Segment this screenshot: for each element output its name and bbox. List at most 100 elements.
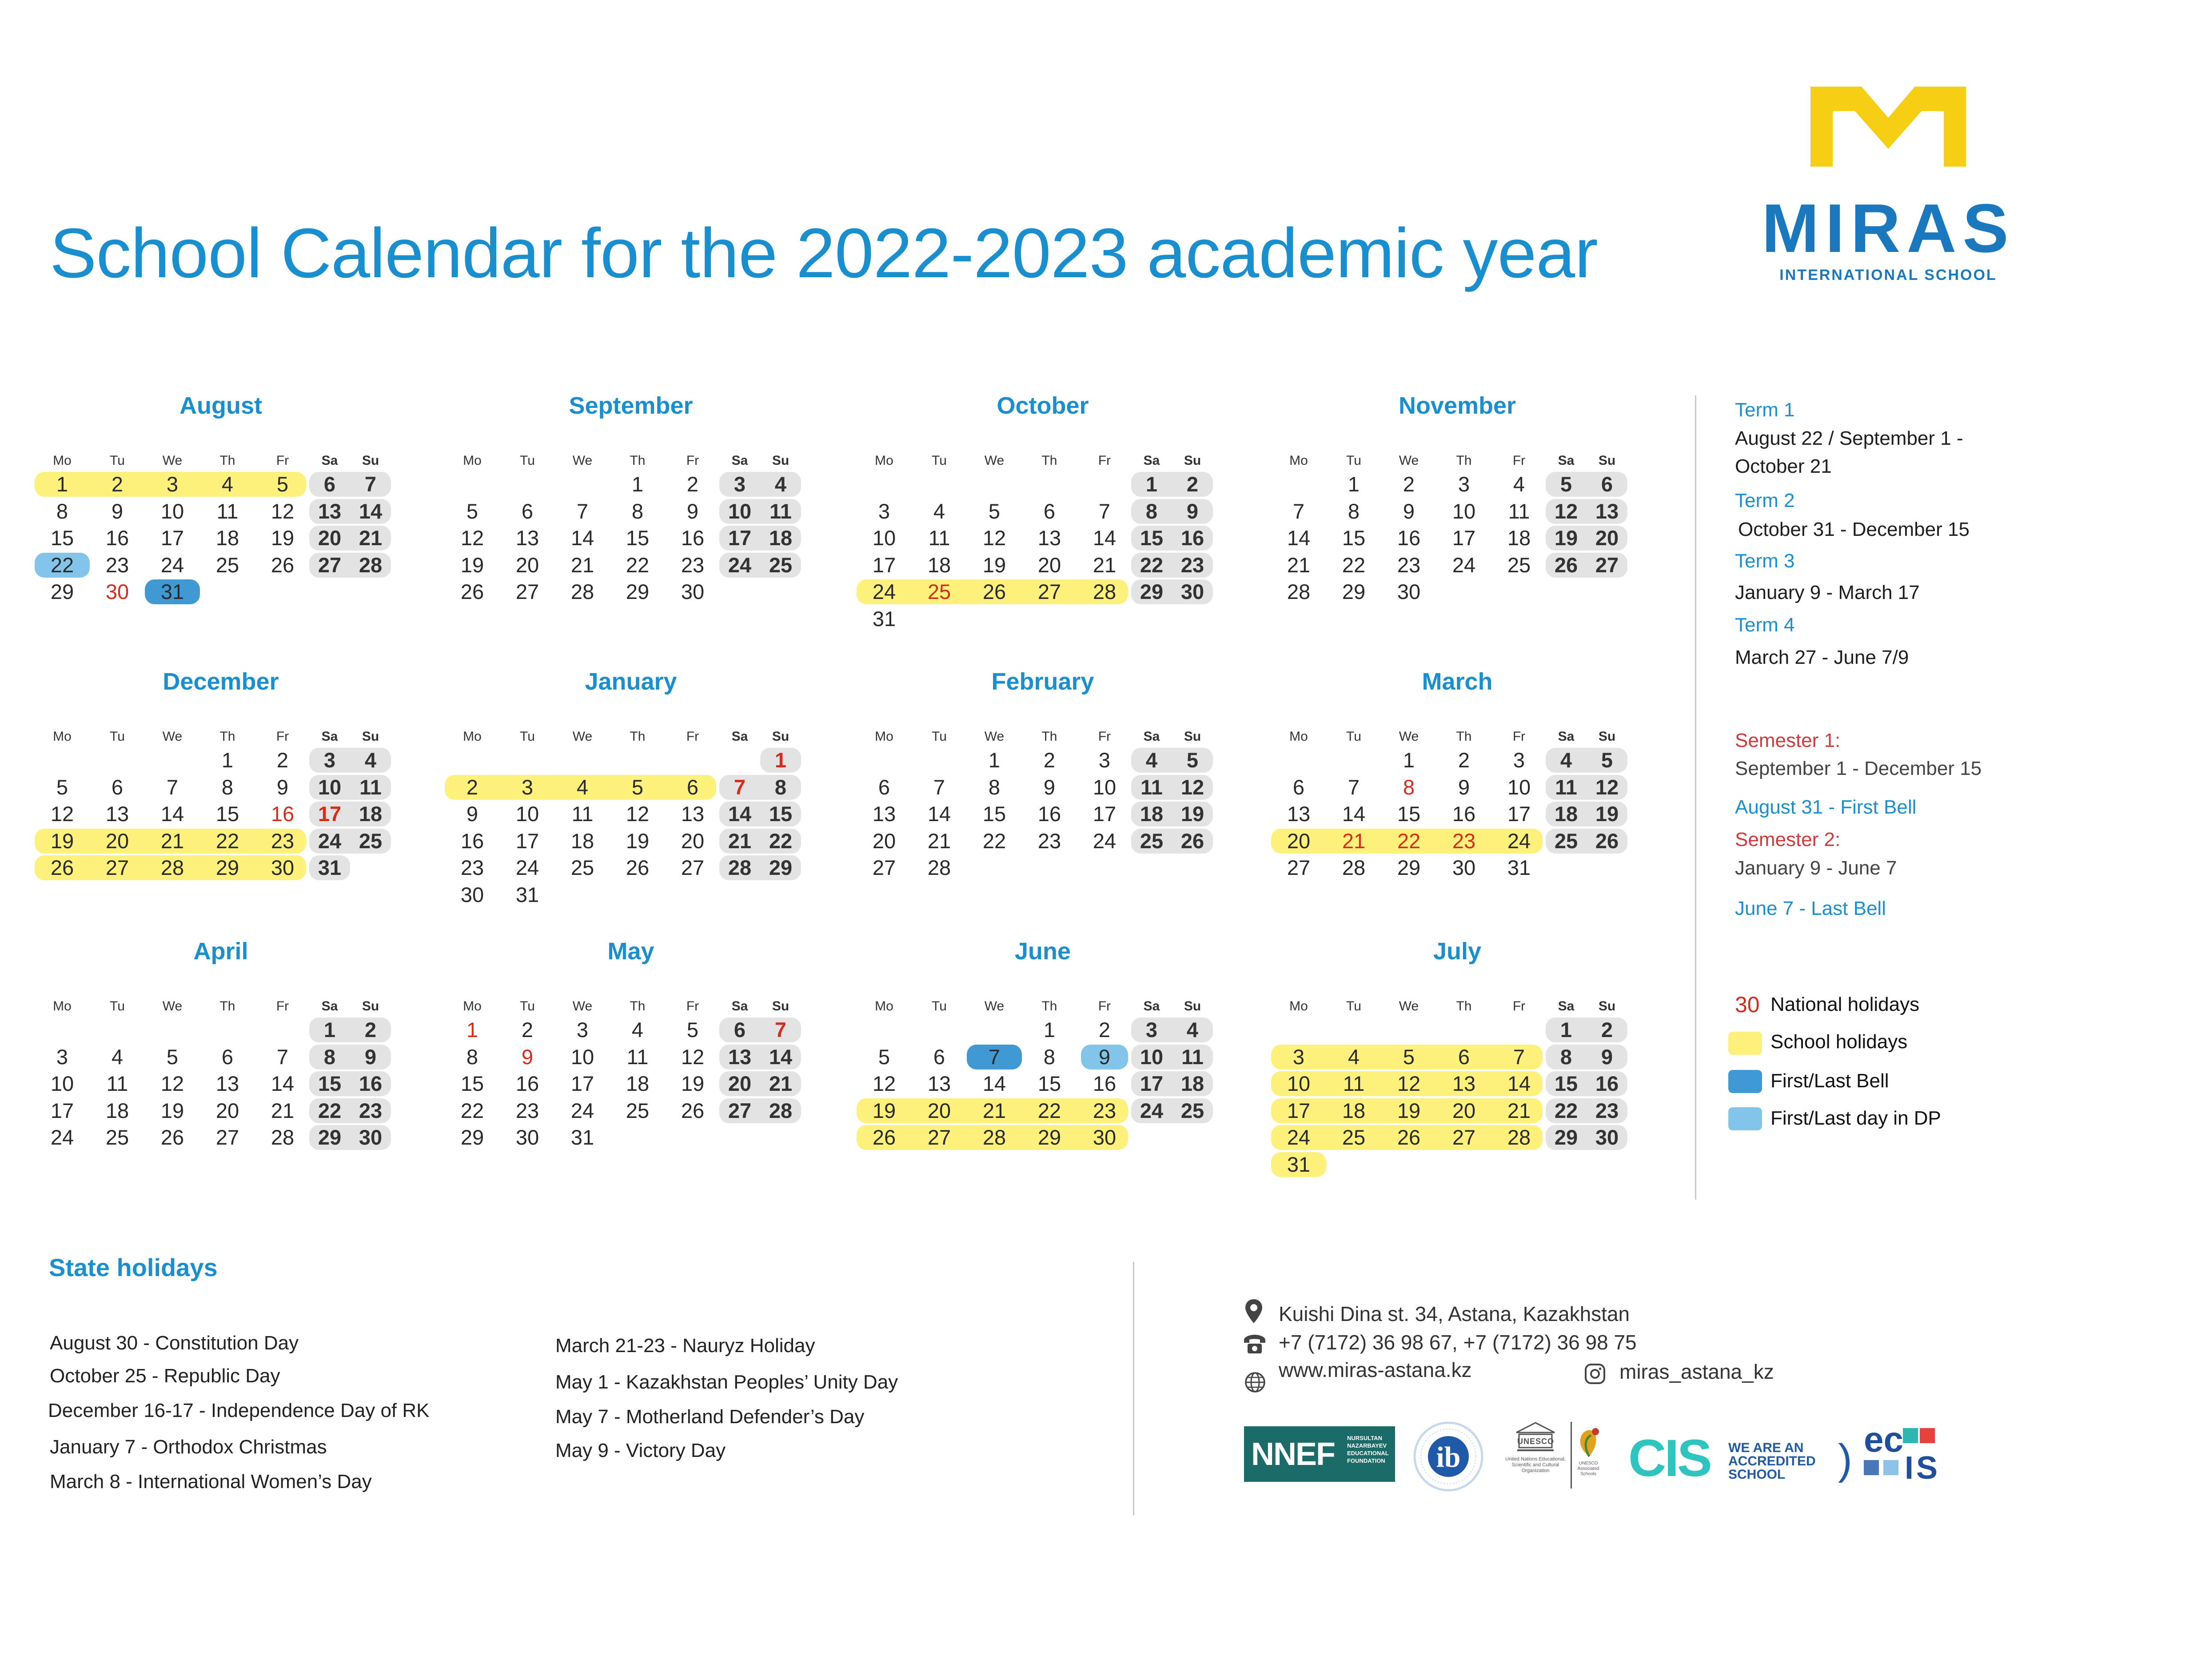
day-cell: 29 — [769, 856, 793, 879]
day-cell: 16 — [105, 526, 129, 550]
day-cell: 9 — [276, 775, 289, 799]
contact-website[interactable]: www.miras-astana.kz — [1279, 1358, 1472, 1381]
weekday-header: Fr — [1512, 999, 1526, 1014]
day-cell: 10 — [1093, 775, 1116, 799]
weekday-header: Sa — [1558, 999, 1575, 1014]
day-cell: 22 — [626, 553, 650, 577]
day-cell: 28 — [728, 856, 752, 879]
day-cell: 20 — [318, 526, 342, 550]
day-cell: 19 — [681, 1072, 705, 1095]
day-cell: 1 — [1043, 1018, 1056, 1042]
day-cell: 25 — [769, 553, 793, 577]
globe-icon — [1245, 1372, 1265, 1393]
weekday-header: Mo — [875, 729, 893, 744]
ecis-top-wordmark: ec — [1864, 1420, 1903, 1459]
day-cell: 10 — [318, 775, 342, 799]
day-cell: 28 — [1507, 1125, 1531, 1149]
day-cell: 23 — [681, 553, 705, 577]
weekend-highlight — [1546, 499, 1627, 524]
weekday-header: Th — [630, 729, 646, 744]
weekend-highlight — [309, 552, 391, 578]
contact-instagram[interactable]: miras_astana_kz — [1619, 1360, 1774, 1383]
day-cell: 19 — [271, 526, 295, 550]
day-cell: 29 — [1342, 580, 1366, 603]
day-cell: 11 — [571, 802, 594, 826]
weekday-header: Th — [1456, 453, 1472, 468]
month-july: July Mo Tu We Th Fr Sa Su 1 2 3 4 5 6 7 8 9 10 11 12 13 14 15 1… — [1271, 938, 1628, 1195]
day-cell: 5 — [56, 775, 68, 799]
month-title: January — [585, 668, 677, 695]
weekday-header: Su — [1184, 729, 1201, 744]
day-cell: 11 — [1140, 775, 1163, 799]
day-cell: 16 — [1397, 526, 1421, 550]
day-cell: 13 — [1452, 1072, 1476, 1095]
day-cell: 29 — [1554, 1125, 1578, 1149]
day-cell: 16 — [681, 526, 705, 550]
day-cell: 31 — [1287, 1152, 1311, 1176]
phone-icon — [1244, 1335, 1265, 1353]
weekday-header: Mo — [53, 999, 72, 1014]
weekday-header: Su — [1598, 729, 1616, 744]
term-1-dates-cont: October 21 — [1735, 455, 1832, 477]
weekend-highlight — [1546, 1071, 1627, 1096]
day-cell: 12 — [1397, 1072, 1421, 1095]
day-cell: 22 — [215, 829, 239, 853]
day-cell: 5 — [631, 775, 644, 799]
day-cell: 8 — [1043, 1045, 1056, 1069]
day-cell: 17 — [50, 1098, 74, 1122]
day-cell: 21 — [160, 829, 184, 853]
day-cell: 14 — [982, 1072, 1006, 1095]
day-cell: 10 — [728, 499, 752, 523]
day-cell: 10 — [1287, 1072, 1311, 1095]
day-cell: 18 — [1342, 1098, 1366, 1122]
day-cell: 29 — [215, 856, 239, 879]
day-cell: 18 — [1554, 802, 1578, 826]
day-cell: 14 — [359, 499, 383, 523]
state-holiday-item: January 7 - Orthodox Christmas — [50, 1436, 327, 1458]
weekend-highlight — [719, 472, 801, 497]
day-cell: 17 — [1140, 1072, 1164, 1095]
day-cell: 12 — [271, 499, 295, 523]
day-cell: 15 — [215, 802, 239, 826]
day-cell: 21 — [769, 1072, 793, 1095]
page-title: School Calendar for the 2022-2023 academ… — [50, 214, 1598, 292]
day-cell: 10 — [515, 802, 539, 826]
day-cell: 23 — [271, 829, 295, 853]
day-cell: 9 — [1186, 499, 1199, 523]
day-cell: 30 — [460, 882, 484, 906]
day-cell: 2 — [1458, 748, 1470, 772]
day-cell: 1 — [1145, 472, 1158, 496]
weekend-highlight — [1546, 774, 1627, 800]
weekend-highlight — [1546, 1125, 1627, 1150]
day-cell: 11 — [770, 499, 792, 523]
day-cell: 3 — [878, 499, 890, 523]
day-cell: 19 — [1595, 802, 1619, 826]
day-cell: 26 — [872, 1125, 896, 1149]
day-cell: 16 — [1093, 1072, 1116, 1095]
day-cell: 6 — [1292, 775, 1305, 799]
day-cell: 26 — [1180, 829, 1204, 853]
day-cell: 21 — [982, 1098, 1006, 1122]
day-cell: 10 — [570, 1045, 594, 1069]
day-cell: 3 — [576, 1018, 589, 1042]
day-cell: 15 — [626, 526, 650, 550]
last-bell-note: June 7 - Last Bell — [1735, 898, 1886, 919]
weekday-header: Mo — [1289, 453, 1308, 468]
school-holiday-highlight — [1271, 828, 1543, 854]
weekday-header: Th — [1456, 729, 1472, 744]
school-holiday-highlight — [1271, 1125, 1543, 1150]
weekday-header: Fr — [276, 729, 289, 744]
day-cell: 16 — [271, 802, 295, 826]
day-cell: 25 — [626, 1098, 650, 1122]
day-cell: 6 — [734, 1018, 746, 1042]
day-cell: 19 — [50, 829, 74, 853]
day-cell: 18 — [359, 802, 383, 826]
month-title: March — [1422, 668, 1493, 695]
nnef-wordmark: NNEF — [1251, 1437, 1336, 1472]
day-cell: 3 — [56, 1045, 68, 1069]
day-cell: 6 — [933, 1045, 945, 1069]
day-cell: 8 — [56, 499, 68, 523]
day-cell: 29 — [50, 580, 74, 603]
day-cell: 18 — [927, 553, 951, 577]
weekday-header: Tu — [110, 453, 125, 468]
